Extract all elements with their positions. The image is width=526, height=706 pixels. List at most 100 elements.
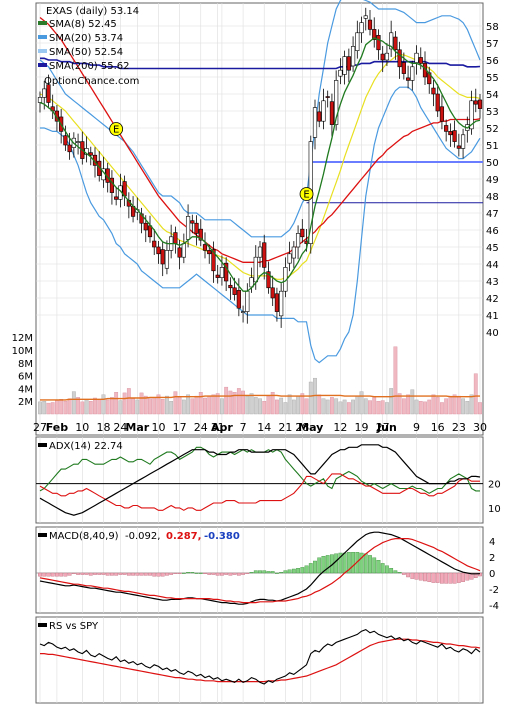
volume-bar bbox=[220, 398, 224, 415]
volume-bar bbox=[215, 393, 220, 415]
macd-histogram-bar bbox=[427, 572, 432, 583]
volume-bar bbox=[84, 399, 89, 415]
volume-bar bbox=[456, 395, 461, 415]
price-tick-label: 51 bbox=[486, 141, 499, 152]
candle-body bbox=[317, 111, 322, 122]
watermark: OptionChance.com bbox=[44, 76, 139, 87]
legend-swatch-sma8 bbox=[38, 21, 47, 25]
macd-histogram-bar bbox=[194, 572, 199, 574]
candle-body bbox=[198, 228, 203, 241]
volume-bar bbox=[236, 388, 241, 415]
volume-bar bbox=[262, 401, 267, 415]
macd-panel-frame bbox=[35, 526, 484, 614]
candle-body bbox=[346, 56, 351, 71]
rs-panel: RS vs SPY bbox=[35, 616, 484, 704]
volume-bar bbox=[418, 401, 423, 415]
volume-bar bbox=[469, 394, 474, 415]
volume-bar bbox=[287, 394, 292, 415]
macd-histogram-bar bbox=[71, 572, 76, 575]
date-label: Feb bbox=[46, 421, 69, 434]
price-tick-label: 55 bbox=[486, 73, 499, 84]
macd-histogram-bar bbox=[126, 572, 131, 576]
candle-body bbox=[321, 100, 326, 122]
macd-histogram-bar bbox=[465, 572, 470, 581]
volume-bar bbox=[224, 386, 229, 415]
volume-bar bbox=[279, 397, 284, 415]
macd-histogram-bar bbox=[435, 572, 440, 583]
macd-histogram-bar bbox=[211, 572, 216, 575]
candle-body bbox=[46, 84, 51, 103]
adx-legend-swatch bbox=[38, 443, 47, 447]
macd-histogram-bar bbox=[143, 572, 148, 576]
price-tick-label: 57 bbox=[486, 39, 499, 50]
volume-bar bbox=[55, 400, 59, 415]
rs-vertical-grid bbox=[39, 617, 481, 703]
volume-bar bbox=[71, 391, 76, 415]
price-tick-label: 41 bbox=[486, 311, 499, 322]
volume-bar bbox=[461, 398, 465, 415]
candle-body bbox=[156, 246, 161, 255]
volume-bar bbox=[101, 394, 106, 415]
macd-legend-swatch bbox=[38, 533, 47, 537]
volume-bar bbox=[317, 394, 322, 415]
candle-body bbox=[219, 267, 225, 278]
candle-body bbox=[338, 69, 343, 77]
volume-bar bbox=[135, 399, 140, 415]
candle-body bbox=[75, 141, 81, 143]
volume-bar bbox=[431, 394, 436, 415]
date-label: 23 bbox=[452, 421, 466, 434]
volume-bar bbox=[249, 393, 254, 415]
candle-body bbox=[240, 311, 246, 313]
macd-histogram-bar bbox=[253, 570, 258, 574]
earnings-marker bbox=[109, 122, 124, 136]
candle-body bbox=[287, 253, 292, 264]
volume-bar bbox=[143, 395, 148, 415]
candle-body bbox=[279, 290, 284, 317]
price-tick-label: 44 bbox=[486, 260, 499, 271]
macd-histogram-bar bbox=[203, 572, 207, 574]
volume-bar bbox=[173, 391, 178, 415]
macd-histogram-bar bbox=[59, 572, 64, 577]
legend-sma8: SMA(8) 52.45 bbox=[49, 19, 117, 30]
date-label: 7 bbox=[240, 421, 247, 434]
macd-histogram-bar bbox=[42, 572, 47, 577]
macd-histogram-bar bbox=[321, 556, 326, 574]
macd-histogram-bar bbox=[220, 572, 224, 576]
candle-body bbox=[334, 80, 339, 125]
volume-average-line bbox=[40, 394, 480, 401]
macd-histogram-bar bbox=[313, 560, 317, 574]
volume-bar bbox=[63, 401, 68, 415]
volume-bar bbox=[152, 397, 157, 415]
macd-histogram-bar bbox=[346, 552, 351, 574]
macd-histogram-bar bbox=[342, 552, 347, 574]
volume-bar bbox=[76, 397, 80, 415]
macd-histogram-bar bbox=[152, 572, 157, 577]
macd-histogram-bar bbox=[181, 572, 186, 574]
volume-bar bbox=[169, 401, 174, 415]
volume-bar bbox=[372, 397, 377, 415]
adx-line bbox=[39, 444, 481, 516]
volume-bar bbox=[346, 402, 351, 415]
candle-body bbox=[342, 56, 347, 75]
macd-histogram-bar bbox=[169, 572, 174, 575]
date-label: 27 bbox=[33, 421, 47, 434]
volume-bar bbox=[444, 398, 449, 415]
macd-tick-label: -2 bbox=[489, 585, 499, 596]
legend-swatch-sma20 bbox=[38, 35, 47, 39]
macd-histogram-bar bbox=[410, 572, 415, 579]
candle-body bbox=[295, 233, 301, 248]
volume-bar bbox=[38, 401, 42, 415]
date-label: 9 bbox=[413, 421, 420, 434]
macd-histogram-bar bbox=[418, 572, 423, 581]
volume-bar bbox=[435, 397, 440, 415]
macd-line bbox=[39, 531, 481, 605]
candle-body bbox=[181, 243, 186, 258]
legend-sma50: SMA(50) 52.54 bbox=[49, 47, 123, 58]
volume-bar bbox=[427, 399, 432, 415]
macd-histogram-bar bbox=[279, 572, 284, 574]
macd-value: -0.092, bbox=[125, 531, 160, 542]
candle-body bbox=[143, 222, 148, 231]
candle-body bbox=[160, 249, 165, 265]
